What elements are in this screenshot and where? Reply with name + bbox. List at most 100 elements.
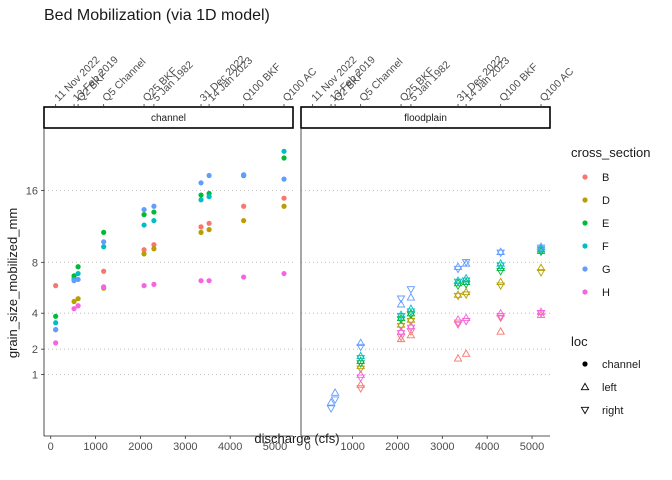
- data-point-d-channel: [71, 298, 77, 305]
- data-point-g-channel: [53, 327, 59, 333]
- data-point-b-left: [396, 334, 406, 343]
- data-point-g-right: [453, 265, 463, 274]
- data-point-f-channel: [53, 320, 59, 326]
- legend-cross-section-title: cross_section: [571, 145, 650, 160]
- data-point-b-right: [356, 385, 366, 393]
- legend-label: D: [602, 195, 610, 207]
- data-point-h-left: [496, 308, 506, 317]
- data-point-d-left: [356, 361, 366, 370]
- data-point-f-channel: [141, 222, 147, 228]
- chart-title: Bed Mobilization (via 1D model): [44, 7, 270, 24]
- data-point-f-right: [406, 308, 416, 317]
- x-tick-label: 1000: [340, 441, 364, 453]
- data-point-h-left: [461, 313, 471, 322]
- legend-key-d: [582, 197, 588, 203]
- data-point-b-right: [496, 314, 506, 323]
- strip-label: floodplain: [404, 113, 447, 124]
- data-point-d-channel: [198, 229, 204, 235]
- data-point-e-right: [461, 281, 471, 289]
- data-point-d-left: [536, 263, 546, 271]
- legend-key-f: [582, 243, 588, 249]
- y-axis-label: grain_size_mobilized_mm: [5, 208, 20, 358]
- data-point-g-channel: [281, 176, 287, 182]
- data-point-f-channel: [101, 244, 107, 250]
- data-point-g-left: [406, 292, 416, 301]
- data-point-b-right: [453, 319, 463, 328]
- data-point-b-channel: [206, 220, 212, 226]
- data-point-d-channel: [281, 203, 287, 209]
- data-point-h-channel: [198, 278, 204, 284]
- legend-loc: loc channel left right: [571, 334, 641, 417]
- legend-key-left: [580, 382, 590, 391]
- data-point-g-right: [356, 343, 366, 352]
- data-point-g-channel: [141, 206, 147, 213]
- data-point-e-channel: [141, 212, 147, 218]
- data-point-f-left: [453, 276, 463, 284]
- data-point-g-channel: [101, 239, 107, 245]
- data-point-f-right: [453, 278, 463, 287]
- data-point-b-channel: [141, 247, 147, 253]
- data-point-g-channel: [75, 276, 81, 283]
- legend-key-b: [582, 174, 588, 180]
- strip-label: channel: [151, 113, 186, 124]
- strip-channel: [43, 106, 294, 129]
- data-point-e-right: [453, 282, 463, 291]
- strip-floodplain: [300, 106, 551, 129]
- legend-key-right: [580, 406, 590, 415]
- legend-label: channel: [602, 359, 641, 371]
- data-point-b-left: [461, 349, 471, 357]
- data-point-h-channel: [101, 284, 107, 290]
- data-point-f-right: [496, 262, 506, 271]
- x-tick-label: 5000: [520, 441, 544, 453]
- data-point-h-channel: [241, 274, 247, 280]
- legend-label: G: [602, 264, 611, 276]
- data-point-f-right: [396, 313, 406, 321]
- data-point-g-channel: [151, 203, 157, 209]
- data-point-d-right: [356, 365, 366, 374]
- y-tick-label: 4: [32, 308, 38, 320]
- data-point-b-left: [496, 326, 506, 335]
- x-tick-label: 3000: [173, 441, 197, 453]
- data-point-h-left: [536, 307, 546, 315]
- data-point-b-left: [453, 353, 463, 362]
- x-tick-label: 4000: [475, 441, 499, 453]
- data-point-h-right: [496, 313, 506, 321]
- data-point-h-channel: [206, 278, 212, 284]
- data-point-h-channel: [75, 303, 81, 309]
- data-point-e-channel: [75, 264, 81, 270]
- data-point-h-channel: [71, 306, 77, 312]
- data-point-b-left: [356, 380, 366, 388]
- data-point-d-channel: [141, 251, 147, 257]
- data-point-h-right: [396, 330, 406, 338]
- data-point-h-left: [406, 321, 416, 330]
- data-point-b-channel: [101, 268, 107, 274]
- data-point-h-channel: [151, 281, 157, 287]
- y-tick-label: 8: [32, 257, 38, 269]
- data-point-b-channel: [198, 224, 204, 230]
- data-point-e-channel: [53, 313, 59, 319]
- data-point-g-left: [356, 338, 366, 347]
- data-point-d-left: [496, 277, 506, 286]
- legend-label: H: [602, 287, 610, 299]
- data-point-h-channel: [141, 283, 147, 289]
- x-tick-label: 5000: [263, 441, 287, 453]
- data-point-d-right: [406, 317, 416, 326]
- data-point-f-left: [396, 310, 406, 318]
- data-point-f-channel: [206, 194, 212, 200]
- legend-loc-title: loc: [571, 334, 588, 349]
- legend-label: F: [602, 241, 609, 253]
- data-point-f-right: [461, 277, 471, 286]
- data-point-g-left: [330, 388, 340, 396]
- data-point-h-right: [356, 374, 366, 383]
- data-point-h-right: [453, 321, 463, 329]
- data-point-f-channel: [281, 148, 287, 154]
- data-point-e-channel: [101, 229, 107, 235]
- data-point-f-channel: [75, 270, 81, 277]
- data-point-d-left: [453, 290, 463, 298]
- data-point-g-channel: [206, 172, 212, 179]
- y-tick-label: 2: [32, 344, 38, 356]
- top-axis-label: Q100 AC: [538, 65, 577, 104]
